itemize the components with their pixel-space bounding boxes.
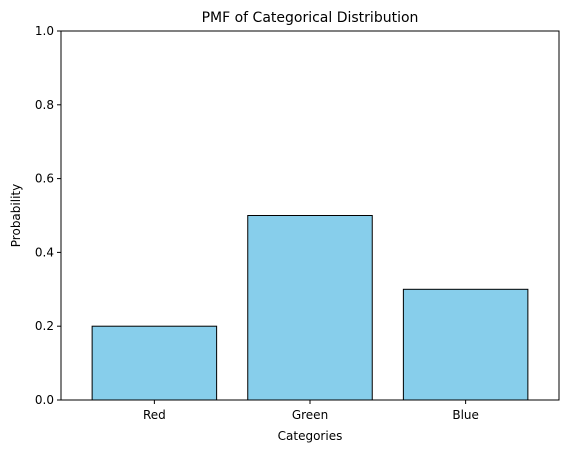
y-tick-label: 0.4 <box>35 245 54 259</box>
chart-title: PMF of Categorical Distribution <box>202 10 419 26</box>
bar-series <box>92 216 528 401</box>
x-tick-label: Red <box>143 408 166 422</box>
y-tick-label: 0.0 <box>35 393 54 407</box>
y-tick-label: 0.8 <box>35 98 54 112</box>
y-tick-label: 0.6 <box>35 172 54 186</box>
bar-blue <box>403 289 528 400</box>
y-tick-label: 0.2 <box>35 319 54 333</box>
y-axis-label: Probability <box>9 184 23 247</box>
x-axis: Red Green Blue <box>143 400 479 422</box>
y-tick-label: 1.0 <box>35 24 54 38</box>
y-axis: 0.0 0.2 0.4 0.6 0.8 1.0 <box>35 24 61 407</box>
x-axis-label: Categories <box>278 429 343 443</box>
x-tick-label: Green <box>292 408 328 422</box>
bar-red <box>92 326 217 400</box>
x-tick-label: Blue <box>452 408 479 422</box>
bar-green <box>248 216 373 401</box>
